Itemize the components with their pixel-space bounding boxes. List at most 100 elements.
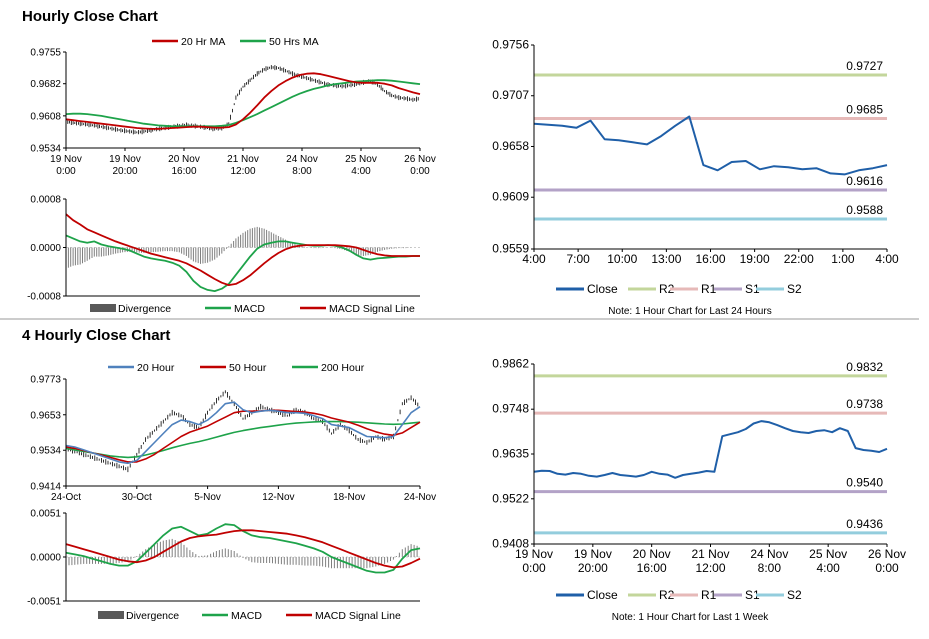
hourly-levels-xtick-label: 10:00 (607, 252, 637, 266)
hourly-levels-ytick-label: 0.9658 (492, 139, 529, 153)
four-hourly-levels-r2-legend-label: R2 (659, 588, 675, 602)
four-hourly-signal-line (65, 529, 421, 569)
hourly-macd-legend-label: MACD (234, 303, 265, 315)
hourly-macd-ytick-label: 0.0000 (30, 243, 61, 254)
four-hourly-levels-xtick-label: 20 Nov 16:00 (633, 547, 671, 575)
four-hourly-levels-xtick-label: 26 Nov 0:00 (868, 547, 906, 575)
hourly-levels-note: Note: 1 Hour Chart for Last 24 Hours (608, 306, 771, 317)
four-hourly-levels-note: Note: 1 Hour Chart for Last 1 Week (612, 612, 770, 623)
hourly-macd-chart: 0.0008 0.0000 -0.0008 Divergence MACD MACD Si… (27, 195, 420, 315)
four-hourly-macd-chart: 0.0051 0.0000 -0.0051 Divergence MACD MACD Si… (27, 509, 421, 622)
hourly-ma50-legend-label: 50 Hrs MA (269, 36, 319, 48)
four-hourly-section-title: 4 Hourly Close Chart (22, 327, 170, 344)
four-hourly-levels-xtick-label: 21 Nov 12:00 (691, 547, 729, 575)
hourly-price-xtick-label: 25 Nov 4:00 (345, 154, 377, 177)
hourly-levels-xtick-label: 4:00 (522, 252, 546, 266)
hourly-levels-xtick-label: 22:00 (784, 252, 814, 266)
hourly-section-title: Hourly Close Chart (22, 8, 158, 25)
four-hourly-ma200-line (65, 420, 421, 459)
four-hourly-50-legend-label: 50 Hour (229, 362, 267, 374)
hourly-levels-s2-legend-label: S2 (787, 282, 802, 296)
hourly-price-xtick-label: 19 Nov 20:00 (109, 154, 141, 177)
four-hourly-price-xtick-label: 12-Nov (262, 492, 294, 503)
four-hourly-price-xtick-label: 24-Oct (51, 492, 81, 503)
hourly-price-ytick-label: 0.9755 (30, 48, 61, 59)
four-hourly-price-ytick-label: 0.9773 (30, 375, 61, 386)
four-hourly-levels-xtick-label: 25 Nov 4:00 (809, 547, 847, 575)
hourly-macd-line (65, 234, 420, 293)
hourly-signal-legend-label: MACD Signal Line (329, 303, 415, 315)
four-hourly-price-xtick-label: 30-Oct (122, 492, 152, 503)
hourly-levels-close-line (533, 115, 888, 176)
hourly-levels-ytick-label: 0.9559 (492, 242, 529, 256)
hourly-levels-xtick-label: 16:00 (695, 252, 725, 266)
four-hourly-levels-ytick-label: 0.9408 (492, 537, 529, 551)
four-hourly-ma20-line (65, 401, 421, 465)
four-hourly-macd-legend-label: MACD (231, 610, 262, 622)
four-hourly-levels-xtick-label: 19 Nov 0:00 (515, 547, 553, 575)
hourly-signal-line (65, 213, 420, 287)
four-hourly-levels-r1-level-label: 0.9738 (846, 397, 883, 411)
hourly-price-ytick-label: 0.9534 (30, 144, 61, 155)
hourly-price-ytick-label: 0.9682 (30, 79, 61, 90)
four-hourly-levels-xtick-label: 24 Nov 8:00 (750, 547, 788, 575)
hourly-price-xtick-label: 19 Nov 0:00 (50, 154, 82, 177)
hourly-price-xtick-label: 21 Nov 12:00 (227, 154, 259, 177)
hourly-price-xtick-label: 26 Nov 0:00 (404, 154, 436, 177)
hourly-ma20-line (65, 72, 421, 130)
hourly-divergence-legend-swatch (90, 304, 116, 312)
four-hourly-levels-close-line (533, 420, 888, 479)
four-hourly-20-legend-label: 20 Hour (137, 362, 175, 374)
four-hourly-ma50-line (65, 409, 421, 463)
four-hourly-divergence-legend-label: Divergence (126, 610, 179, 622)
hourly-ma20-legend-label: 20 Hr MA (181, 36, 225, 48)
hourly-levels-close-legend-label: Close (587, 282, 618, 296)
hourly-levels-r1-legend-label: R1 (701, 282, 717, 296)
hourly-macd-ytick-label: -0.0008 (27, 292, 61, 303)
hourly-levels-ytick-label: 0.9707 (492, 88, 529, 102)
four-hourly-price-xtick-label: 18-Nov (333, 492, 365, 503)
four-hourly-levels-s1-level-label: 0.9540 (846, 476, 883, 490)
four-hourly-levels-ytick-label: 0.9748 (492, 402, 529, 416)
four-hourly-levels-ytick-label: 0.9635 (492, 447, 529, 461)
four-hourly-divergence-legend-swatch (98, 611, 124, 619)
hourly-levels-s1-legend-label: S1 (745, 282, 760, 296)
hourly-levels-ytick-label: 0.9756 (492, 38, 529, 52)
four-hourly-200-legend-label: 200 Hour (321, 362, 365, 374)
hourly-levels-r1-level-label: 0.9685 (846, 103, 883, 117)
four-hourly-levels-ytick-label: 0.9522 (492, 491, 529, 505)
four-hourly-signal-legend-label: MACD Signal Line (315, 610, 401, 622)
four-hourly-price-ytick-label: 0.9653 (30, 410, 61, 421)
four-hourly-levels-r1-legend-label: R1 (701, 588, 717, 602)
four-hourly-price-xtick-label: 5-Nov (194, 492, 221, 503)
hourly-divergence-legend-label: Divergence (118, 303, 171, 315)
four-hourly-price-xtick-label: 24-Nov (404, 492, 436, 503)
four-hourly-levels-xtick-label: 19 Nov 20:00 (574, 547, 612, 575)
four-hourly-levels-r2-level-label: 0.9832 (846, 360, 883, 374)
four-hourly-macd-ytick-label: 0.0051 (30, 509, 61, 520)
four-hourly-macd-ytick-label: 0.0000 (30, 553, 61, 564)
four-hourly-levels-s2-level-label: 0.9436 (846, 517, 883, 531)
hourly-levels-xtick-label: 4:00 (875, 252, 899, 266)
hourly-price-xtick-label: 20 Nov 16:00 (168, 154, 200, 177)
hourly-levels-xtick-label: 7:00 (566, 252, 590, 266)
four-hourly-levels-close-legend-label: Close (587, 588, 618, 602)
hourly-price-ytick-label: 0.9608 (30, 111, 61, 122)
hourly-levels-s1-level-label: 0.9616 (846, 174, 883, 188)
hourly-levels-r2-level-label: 0.9727 (846, 59, 883, 73)
hourly-levels-s2-level-label: 0.9588 (846, 203, 883, 217)
hourly-levels-ytick-label: 0.9609 (492, 190, 529, 204)
four-hourly-levels-s1-legend-label: S1 (745, 588, 760, 602)
four-hourly-levels-s2-legend-label: S2 (787, 588, 802, 602)
hourly-levels-r2-legend-label: R2 (659, 282, 675, 296)
hourly-levels-xtick-label: 19:00 (740, 252, 770, 266)
hourly-macd-ytick-label: 0.0008 (30, 195, 61, 206)
four-hourly-levels-ytick-label: 0.9862 (492, 357, 529, 371)
hourly-price-xtick-label: 24 Nov 8:00 (286, 154, 318, 177)
hourly-levels-xtick-label: 1:00 (831, 252, 855, 266)
four-hourly-price-ytick-label: 0.9414 (30, 482, 61, 493)
